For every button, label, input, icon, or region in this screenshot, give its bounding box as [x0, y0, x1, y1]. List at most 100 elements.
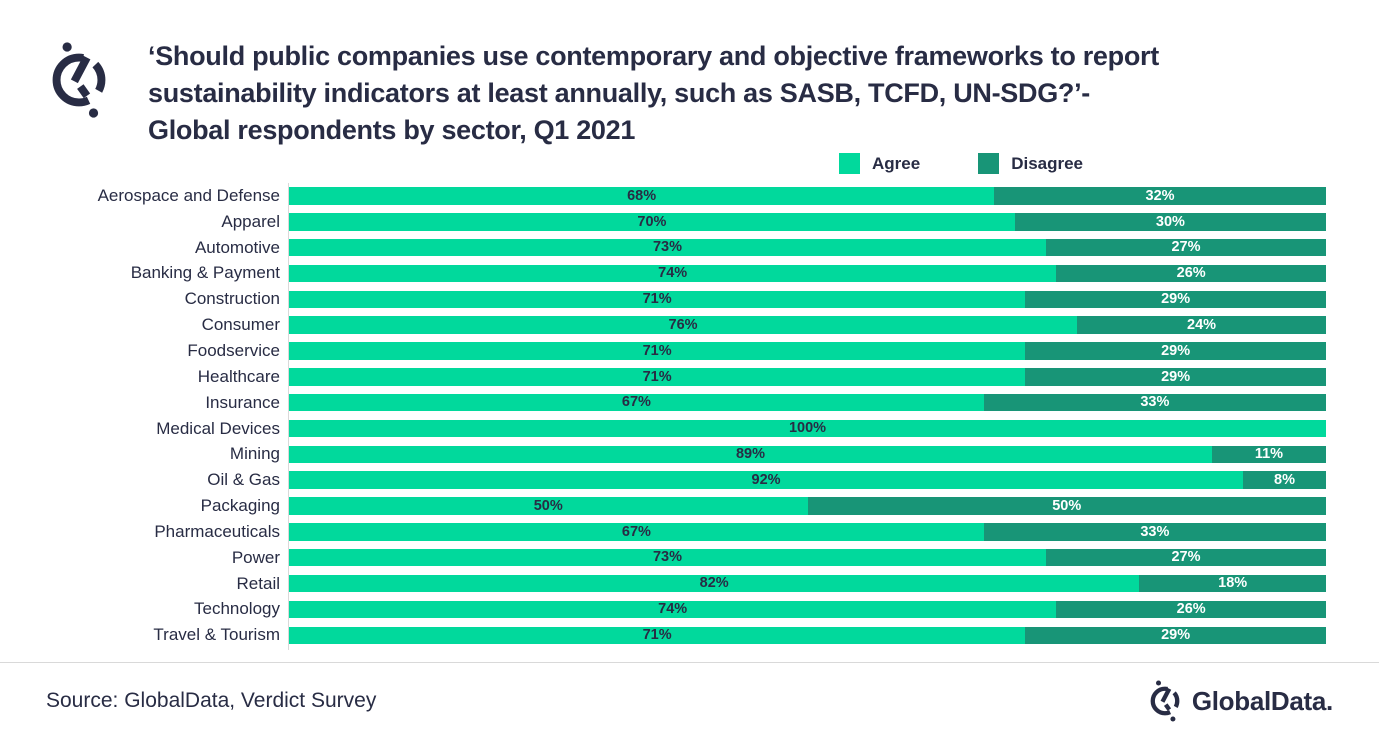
agree-value-label: 73% [652, 549, 683, 566]
stacked-bar: 74% 26% [289, 600, 1326, 619]
disagree-value-label: 8% [1274, 471, 1295, 488]
chart-row: Pharmaceuticals 67% 33% [0, 519, 1379, 545]
stacked-bar: 67% 33% [289, 523, 1326, 541]
category-label: Power [231, 547, 280, 567]
stacked-bar: 71% 29% [289, 342, 1326, 360]
disagree-segment: 24% [1077, 316, 1326, 334]
stacked-bar: 73% 27% [289, 238, 1326, 257]
agree-segment: 74% [289, 600, 1057, 619]
stacked-bar: 67% 33% [289, 393, 1326, 412]
chart-row: Mining 89% 11% [0, 441, 1379, 467]
category-label: Medical Devices [156, 418, 280, 438]
disagree-value-label: 33% [1140, 523, 1170, 540]
stacked-bar: 73% 27% [289, 548, 1326, 567]
disagree-value-label: 30% [1155, 213, 1185, 230]
agree-segment: 92% [289, 471, 1244, 489]
stacked-bar: 76% 24% [289, 316, 1326, 334]
agree-value-label: 70% [637, 213, 667, 230]
agree-segment: 76% [289, 316, 1078, 334]
chart-row: Consumer 76% 24% [0, 312, 1379, 338]
stacked-bar: 71% 29% [289, 626, 1326, 645]
chart-title: ‘Should public companies use contemporar… [148, 38, 1159, 149]
legend: Agree Disagree [839, 153, 1083, 174]
agree-value-label: 74% [658, 265, 688, 282]
agree-value-label: 92% [751, 471, 781, 488]
category-label: Healthcare [197, 366, 280, 386]
disagree-value-label: 27% [1171, 239, 1201, 256]
legend-label-agree: Agree [872, 153, 921, 173]
agree-value-label: 67% [621, 394, 651, 411]
agree-value-label: 100% [788, 420, 827, 437]
disagree-value-label: 27% [1171, 549, 1201, 566]
disagree-segment: 33% [983, 523, 1326, 541]
stacked-bar: 71% 29% [289, 368, 1326, 386]
chart-title-line-3: Global respondents by sector, Q1 2021 [148, 115, 636, 145]
disagree-segment: 27% [1046, 238, 1326, 257]
agree-segment: 100% [289, 419, 1326, 438]
agree-value-label: 71% [642, 368, 672, 385]
stacked-bar: 70% 30% [289, 213, 1326, 231]
disagree-value-label: 33% [1140, 394, 1170, 411]
agree-segment: 67% [289, 393, 984, 412]
chart-row: Retail 82% 18% [0, 571, 1379, 597]
disagree-segment: 29% [1025, 626, 1326, 645]
agree-value-label: 71% [642, 342, 672, 359]
agree-segment: 73% [289, 548, 1046, 567]
disagree-value-label: 29% [1161, 291, 1191, 308]
disagree-segment: 32% [994, 187, 1326, 205]
y-axis-line [288, 183, 289, 650]
disagree-value-label: 29% [1161, 342, 1191, 359]
legend-item-agree: Agree [839, 153, 920, 174]
chart-row: Construction 71% 29% [0, 286, 1379, 312]
category-label: Packaging [200, 496, 280, 516]
agree-segment: 50% [289, 497, 808, 515]
agree-value-label: 76% [668, 316, 698, 333]
brand-logo: GlobalData. [1147, 679, 1333, 723]
chart-row: Aerospace and Defense 68% 32% [0, 183, 1379, 209]
chart-row: Travel & Tourism 71% 29% [0, 622, 1379, 648]
agree-value-label: 67% [621, 523, 651, 540]
category-label: Mining [229, 444, 280, 464]
stacked-bar-chart: Aerospace and Defense 68% 32% Apparel 70… [0, 183, 1379, 648]
disagree-segment: 50% [807, 497, 1326, 515]
stacked-bar: 74% 26% [289, 264, 1326, 283]
disagree-segment: 26% [1056, 600, 1326, 619]
disagree-value-label: 11% [1254, 446, 1284, 463]
category-label: Apparel [221, 211, 280, 231]
footer: Source: GlobalData, Verdict Survey Globa… [0, 662, 1379, 739]
agree-segment: 89% [289, 445, 1212, 464]
disagree-segment: 11% [1211, 445, 1326, 464]
stacked-bar: 82% 18% [289, 574, 1326, 593]
agree-segment: 71% [289, 626, 1026, 645]
agree-segment: 71% [289, 342, 1026, 360]
agree-value-label: 50% [533, 497, 563, 514]
category-label: Travel & Tourism [153, 625, 280, 645]
stacked-bar: 50% 50% [289, 497, 1326, 515]
legend-label-disagree: Disagree [1011, 153, 1084, 173]
category-label: Insurance [205, 392, 280, 412]
disagree-value-label: 24% [1187, 316, 1217, 333]
chart-row: Oil & Gas 92% 8% [0, 467, 1379, 493]
stacked-bar: 92% 8% [289, 471, 1326, 489]
agree-value-label: 73% [652, 239, 683, 256]
agree-segment: 73% [289, 238, 1046, 257]
agree-segment: 71% [289, 290, 1026, 309]
chart-row: Packaging 50% 50% [0, 493, 1379, 519]
globaldata-icon [1150, 680, 1180, 722]
disagree-segment: 33% [983, 393, 1326, 412]
disagree-value-label: 29% [1161, 627, 1191, 644]
agree-segment: 70% [289, 213, 1015, 231]
disagree-segment: 27% [1046, 548, 1326, 567]
category-label: Automotive [194, 237, 280, 257]
agree-value-label: 82% [699, 575, 729, 592]
agree-value-label: 68% [627, 187, 657, 204]
chart-row: Technology 74% 26% [0, 597, 1379, 623]
disagree-value-label: 29% [1161, 368, 1191, 385]
chart-row: Foodservice 71% 29% [0, 338, 1379, 364]
disagree-segment: 26% [1056, 264, 1326, 283]
chart-row: Medical Devices 100% [0, 416, 1379, 442]
stacked-bar: 71% 29% [289, 290, 1326, 309]
agree-value-label: 89% [735, 446, 765, 463]
chart-row: Automotive 73% 27% [0, 235, 1379, 261]
category-label: Banking & Payment [130, 263, 280, 283]
